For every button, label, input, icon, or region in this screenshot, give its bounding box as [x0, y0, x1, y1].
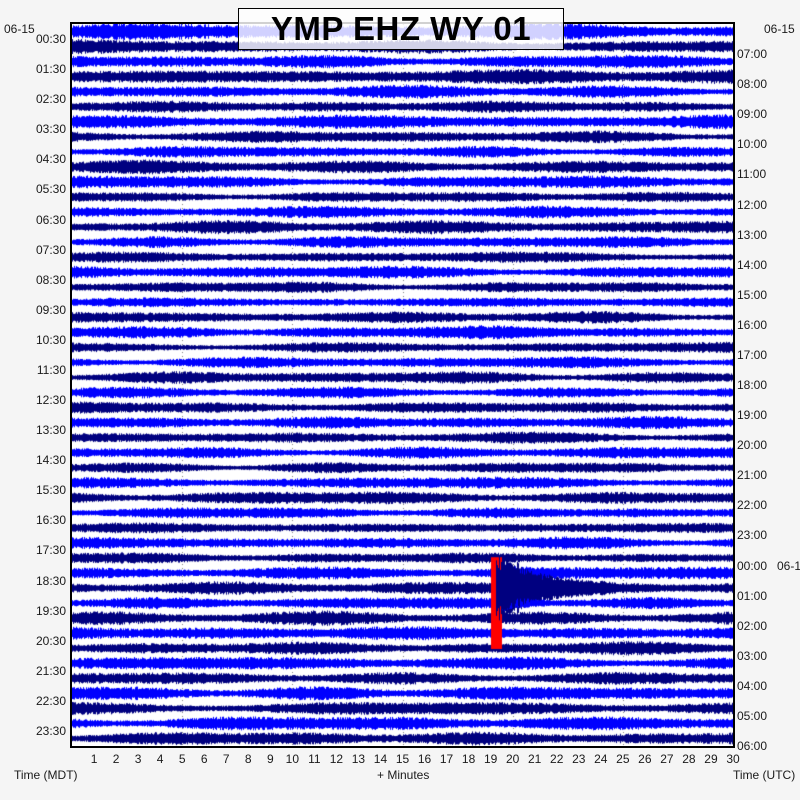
- minute-tick-18: 18: [461, 752, 476, 766]
- right-axis-label-1200: 12:00: [737, 197, 768, 212]
- right-axis-label-0200: 02:00: [737, 618, 768, 633]
- left-axis-label-1030: 10:30: [35, 332, 66, 347]
- left-axis-label-0130: 01:30: [35, 62, 66, 77]
- right-axis-caption: Time (UTC): [733, 768, 796, 782]
- minute-tick-13: 13: [351, 752, 366, 766]
- minute-tick-17: 17: [439, 752, 454, 766]
- right-date-change-tag: 06-16: [777, 558, 800, 573]
- right-axis-label-0100: 01:00: [737, 588, 768, 603]
- left-axis-label-0930: 09:30: [35, 302, 66, 317]
- left-axis-label-1130: 11:30: [36, 362, 66, 377]
- minute-tick-11: 11: [308, 752, 321, 766]
- left-axis-label-0530: 05:30: [35, 182, 66, 197]
- left-axis-label-0730: 07:30: [35, 242, 66, 257]
- minute-tick-8: 8: [244, 752, 252, 766]
- right-axis-label-1000: 10:00: [737, 137, 768, 152]
- minute-tick-27: 27: [660, 752, 674, 766]
- minute-tick-3: 3: [134, 752, 142, 766]
- minute-tick-4: 4: [156, 752, 164, 766]
- right-axis-label-0600: 06:00: [737, 739, 768, 753]
- minute-tick-29: 29: [704, 752, 718, 766]
- left-axis-label-1230: 12:30: [35, 393, 66, 408]
- right-axis-label-1100: 11:00: [737, 167, 767, 182]
- seismogram-plot-area[interactable]: [70, 22, 735, 748]
- right-axis-label-2200: 22:00: [737, 498, 768, 513]
- minute-tick-28: 28: [682, 752, 696, 766]
- minute-tick-15: 15: [395, 752, 410, 766]
- right-axis-label-1300: 13:00: [737, 227, 768, 242]
- left-axis-label-0830: 08:30: [35, 272, 66, 287]
- minute-tick-14: 14: [373, 752, 388, 766]
- right-axis-label-2100: 21:00: [737, 468, 768, 483]
- minute-tick-23: 23: [572, 752, 586, 766]
- left-axis-label-1530: 15:30: [35, 483, 66, 498]
- left-axis-label-2130: 21:30: [35, 663, 66, 678]
- left-axis-label-1830: 18:30: [35, 573, 66, 588]
- left-axis-label-0330: 03:30: [35, 122, 66, 137]
- seismogram-traces: [72, 24, 733, 746]
- minute-tick-21: 21: [528, 752, 542, 766]
- left-axis-label-0630: 06:30: [35, 212, 66, 227]
- left-axis-label-1430: 14:30: [35, 453, 66, 468]
- right-axis-label-2000: 20:00: [737, 438, 768, 453]
- right-axis-label-1700: 17:00: [737, 347, 768, 362]
- right-axis-label-1800: 18:00: [737, 378, 768, 392]
- right-axis-label-1500: 15:00: [737, 287, 768, 302]
- minute-tick-12: 12: [329, 752, 344, 766]
- right-axis-label-0800: 08:00: [737, 77, 768, 92]
- minute-tick-24: 24: [594, 752, 608, 766]
- minute-tick-20: 20: [505, 752, 520, 766]
- minute-tick-26: 26: [638, 752, 652, 766]
- minute-tick-25: 25: [616, 752, 630, 766]
- minute-axis-caption: + Minutes: [377, 768, 430, 782]
- minute-tick-30: 30: [726, 752, 740, 766]
- minute-tick-22: 22: [550, 752, 564, 766]
- right-axis-label-1400: 14:00: [737, 257, 768, 272]
- left-axis-label-1930: 19:30: [35, 603, 66, 618]
- left-axis-caption: Time (MDT): [14, 768, 78, 782]
- minute-tick-1: 1: [90, 752, 98, 766]
- page-title: YMP EHZ WY 01: [270, 10, 532, 47]
- minute-tick-2: 2: [112, 752, 120, 766]
- minute-tick-19: 19: [483, 752, 498, 766]
- right-axis-label-2300: 23:00: [737, 528, 768, 543]
- minute-tick-16: 16: [417, 752, 432, 766]
- left-date-tag: 06-15: [4, 22, 35, 36]
- right-axis-label-0300: 03:00: [737, 648, 768, 663]
- right-axis-label-1600: 16:00: [737, 317, 768, 332]
- chart-title-box: YMP EHZ WY 01: [238, 8, 564, 50]
- minute-tick-7: 7: [222, 752, 230, 766]
- left-axis-label-1330: 13:30: [35, 423, 66, 438]
- minute-tick-6: 6: [200, 752, 208, 766]
- right-axis-label-0900: 09:00: [737, 107, 768, 122]
- left-axis-label-2330: 23:30: [35, 723, 66, 738]
- left-axis-label-1730: 17:30: [35, 543, 66, 558]
- left-axis-label-2030: 20:30: [35, 633, 66, 648]
- right-axis-label-1900: 19:00: [737, 408, 768, 423]
- minute-tick-10: 10: [285, 752, 299, 766]
- left-axis-label-2230: 22:30: [35, 693, 66, 708]
- right-axis-label-0500: 05:00: [737, 708, 768, 723]
- left-axis-label-1630: 16:30: [35, 513, 66, 528]
- right-axis-label-0700: 07:00: [737, 47, 768, 62]
- right-axis-label-0000: 00:00: [737, 558, 768, 573]
- right-date-tag: 06-15: [764, 22, 795, 36]
- left-axis-label-0030: 00:30: [35, 32, 66, 47]
- right-axis-label-0400: 04:00: [737, 678, 768, 693]
- minute-tick-9: 9: [266, 752, 274, 766]
- left-axis-label-0430: 04:30: [35, 152, 66, 167]
- left-axis-label-0230: 02:30: [35, 92, 66, 107]
- minute-tick-5: 5: [178, 752, 186, 766]
